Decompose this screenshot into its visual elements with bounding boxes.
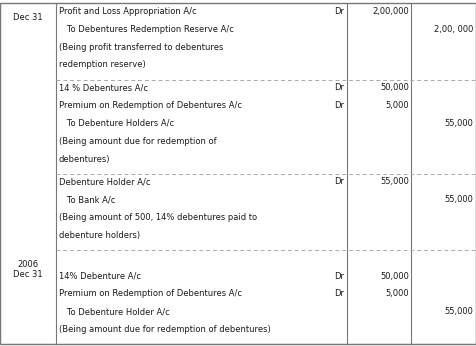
Text: (Being amount of 500, 14% debentures paid to: (Being amount of 500, 14% debentures pai… <box>59 213 257 222</box>
Text: 2006
Dec 31: 2006 Dec 31 <box>13 260 43 279</box>
Text: debentures): debentures) <box>59 155 110 164</box>
Text: Dec 31: Dec 31 <box>13 13 43 22</box>
Text: 2,00,000: 2,00,000 <box>372 7 409 16</box>
Text: (Being amount due for redemption of: (Being amount due for redemption of <box>59 137 216 146</box>
Text: 50,000: 50,000 <box>380 272 409 281</box>
Text: To Debentures Redemption Reserve A/c: To Debentures Redemption Reserve A/c <box>59 25 233 34</box>
Text: Dr: Dr <box>335 7 345 16</box>
Text: (Being profit transferred to debentures: (Being profit transferred to debentures <box>59 43 223 52</box>
Text: Premium on Redemption of Debentures A/c: Premium on Redemption of Debentures A/c <box>59 289 241 298</box>
Text: redemption reserve): redemption reserve) <box>59 61 145 70</box>
Text: 55,000: 55,000 <box>445 307 474 316</box>
Text: 55,000: 55,000 <box>380 177 409 186</box>
Text: To Bank A/c: To Bank A/c <box>59 195 115 204</box>
Text: 50,000: 50,000 <box>380 83 409 92</box>
Text: 5,000: 5,000 <box>385 289 409 298</box>
Text: Profit and Loss Appropriation A/c: Profit and Loss Appropriation A/c <box>59 7 196 16</box>
Text: To Debenture Holders A/c: To Debenture Holders A/c <box>59 119 174 128</box>
Text: Premium on Redemption of Debentures A/c: Premium on Redemption of Debentures A/c <box>59 101 241 110</box>
Text: Dr: Dr <box>335 289 345 298</box>
Text: 5,000: 5,000 <box>385 101 409 110</box>
Text: Dr: Dr <box>335 272 345 281</box>
Text: 14% Debenture A/c: 14% Debenture A/c <box>59 272 140 281</box>
Text: 55,000: 55,000 <box>445 119 474 128</box>
Text: To Debenture Holder A/c: To Debenture Holder A/c <box>59 307 169 316</box>
Text: debenture holders): debenture holders) <box>59 231 139 240</box>
Text: Dr: Dr <box>335 101 345 110</box>
Text: 2,00, 000: 2,00, 000 <box>434 25 474 34</box>
Text: Dr: Dr <box>335 83 345 92</box>
Text: 55,000: 55,000 <box>445 195 474 204</box>
Text: 14 % Debentures A/c: 14 % Debentures A/c <box>59 83 148 92</box>
Text: Dr: Dr <box>335 177 345 186</box>
Text: Debenture Holder A/c: Debenture Holder A/c <box>59 177 150 186</box>
Text: (Being amount due for redemption of debentures): (Being amount due for redemption of debe… <box>59 325 270 334</box>
